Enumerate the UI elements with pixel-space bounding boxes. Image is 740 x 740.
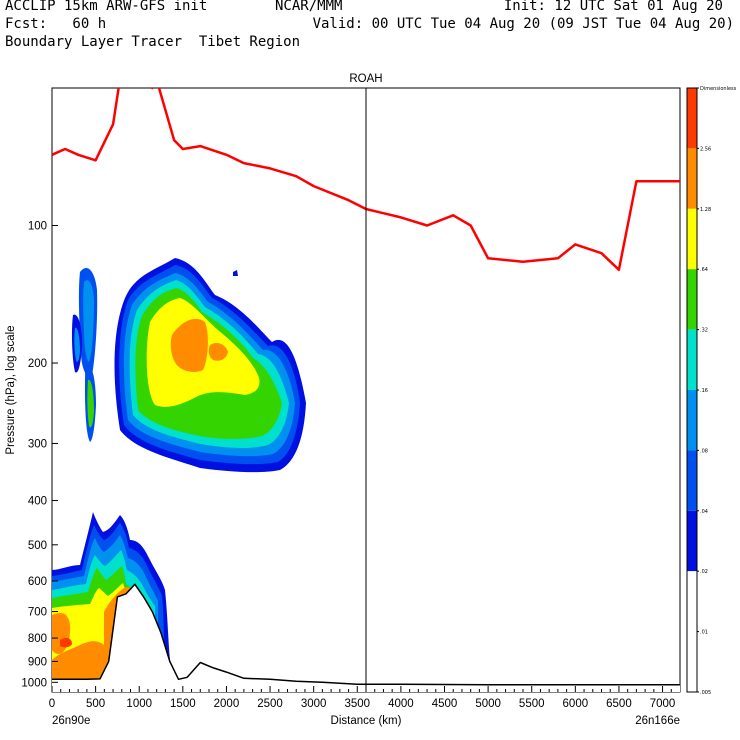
y-tick-label: 600 <box>28 576 47 588</box>
x-axis: 0 500 1000 1500 2000 2500 3000 3500 4000 4500 5000… <box>49 686 676 710</box>
y-tick-label: 900 <box>28 656 47 668</box>
colorbar-level-label: .16 <box>700 388 708 394</box>
y-tick-label: 300 <box>28 438 47 450</box>
colorbar-level-label: .02 <box>700 569 708 575</box>
colorbar-level-label: .005 <box>700 690 711 696</box>
y-tick-label: 200 <box>28 358 47 370</box>
x-tick-label: 7000 <box>650 698 676 710</box>
colorbar-level-label: .04 <box>700 509 708 515</box>
right-endpoint-label: 26n166e <box>635 715 680 727</box>
colorbar-swatch <box>687 631 697 692</box>
x-tick-label: 1000 <box>126 698 152 710</box>
x-axis-label: Distance (km) <box>331 715 402 727</box>
x-tick-label: 6500 <box>606 698 632 710</box>
colorbar-swatch <box>687 571 697 632</box>
colorbar-level-label: .32 <box>700 328 708 334</box>
x-tick-label: 3500 <box>344 698 370 710</box>
colorbar-level-label: .08 <box>700 448 708 454</box>
y-tick-label: 1000 <box>21 677 47 689</box>
colorbar-level-label: Dimensionless <box>700 86 737 92</box>
y-axis-label: Pressure (hPa), log scale <box>5 325 17 454</box>
x-tick-label: 5500 <box>519 698 545 710</box>
x-tick-label: 0 <box>49 698 55 710</box>
x-tick-label: 6000 <box>563 698 589 710</box>
field-title: Boundary Layer Tracer Tibet Region <box>5 34 301 50</box>
upper-plume <box>114 258 306 473</box>
x-tick-label: 4500 <box>432 698 458 710</box>
y-tick-label: 400 <box>28 496 47 508</box>
left-endpoint-label: 26n90e <box>52 715 90 727</box>
init-time: Init: 12 UTC Sat 01 Aug 20 <box>503 0 723 14</box>
x-tick-label: 4000 <box>388 698 414 710</box>
org-label: NCAR/MMM <box>275 0 343 14</box>
colorbar-level-label: .01 <box>700 630 708 636</box>
x-tick-label: 2000 <box>214 698 240 710</box>
y-tick-label: 100 <box>28 221 47 233</box>
colorbar-swatch <box>687 88 697 149</box>
x-tick-label: 2500 <box>257 698 283 710</box>
marker-label: ROAH <box>349 73 382 85</box>
colorbar-level-label: .64 <box>700 267 708 273</box>
colorbar-level-label: 2.56 <box>700 146 711 152</box>
colorbar-level-label: 1.28 <box>700 207 711 213</box>
forecast-hour: Fcst: 60 h <box>5 16 107 32</box>
y-axis: 100 200 300 400 500 600 700 800 900 1000 <box>21 221 58 689</box>
y-tick-label: 700 <box>28 607 47 619</box>
terrain-fill <box>52 584 680 692</box>
colorbar: Dimensionless 2.56 1.28 .64 .32 .16 .08 .04 .02.… <box>686 86 737 696</box>
colorbar-swatch <box>687 390 697 451</box>
colorbar-swatch <box>687 450 697 511</box>
colorbar-swatch <box>687 510 697 572</box>
tropopause-line <box>52 88 680 272</box>
x-tick-label: 500 <box>86 698 105 710</box>
colorbar-swatch <box>687 329 697 390</box>
colorbar-swatch <box>687 208 697 270</box>
terrain-line <box>52 583 680 686</box>
tracer-contours <box>52 88 680 692</box>
y-tick-label: 500 <box>28 540 47 552</box>
x-tick-label: 3000 <box>301 698 327 710</box>
x-tick-label: 5000 <box>475 698 501 710</box>
model-title: ACCLIP 15km ARW-GFS init <box>5 0 208 14</box>
colorbar-swatch <box>687 269 697 330</box>
valid-time: Valid: 00 UTC Tue 04 Aug 20 (09 JST Tue … <box>312 16 734 32</box>
x-tick-label: 1500 <box>170 698 196 710</box>
y-tick-label: 800 <box>28 633 47 645</box>
colorbar-swatch <box>687 148 697 209</box>
west-column-plumes <box>71 268 238 442</box>
